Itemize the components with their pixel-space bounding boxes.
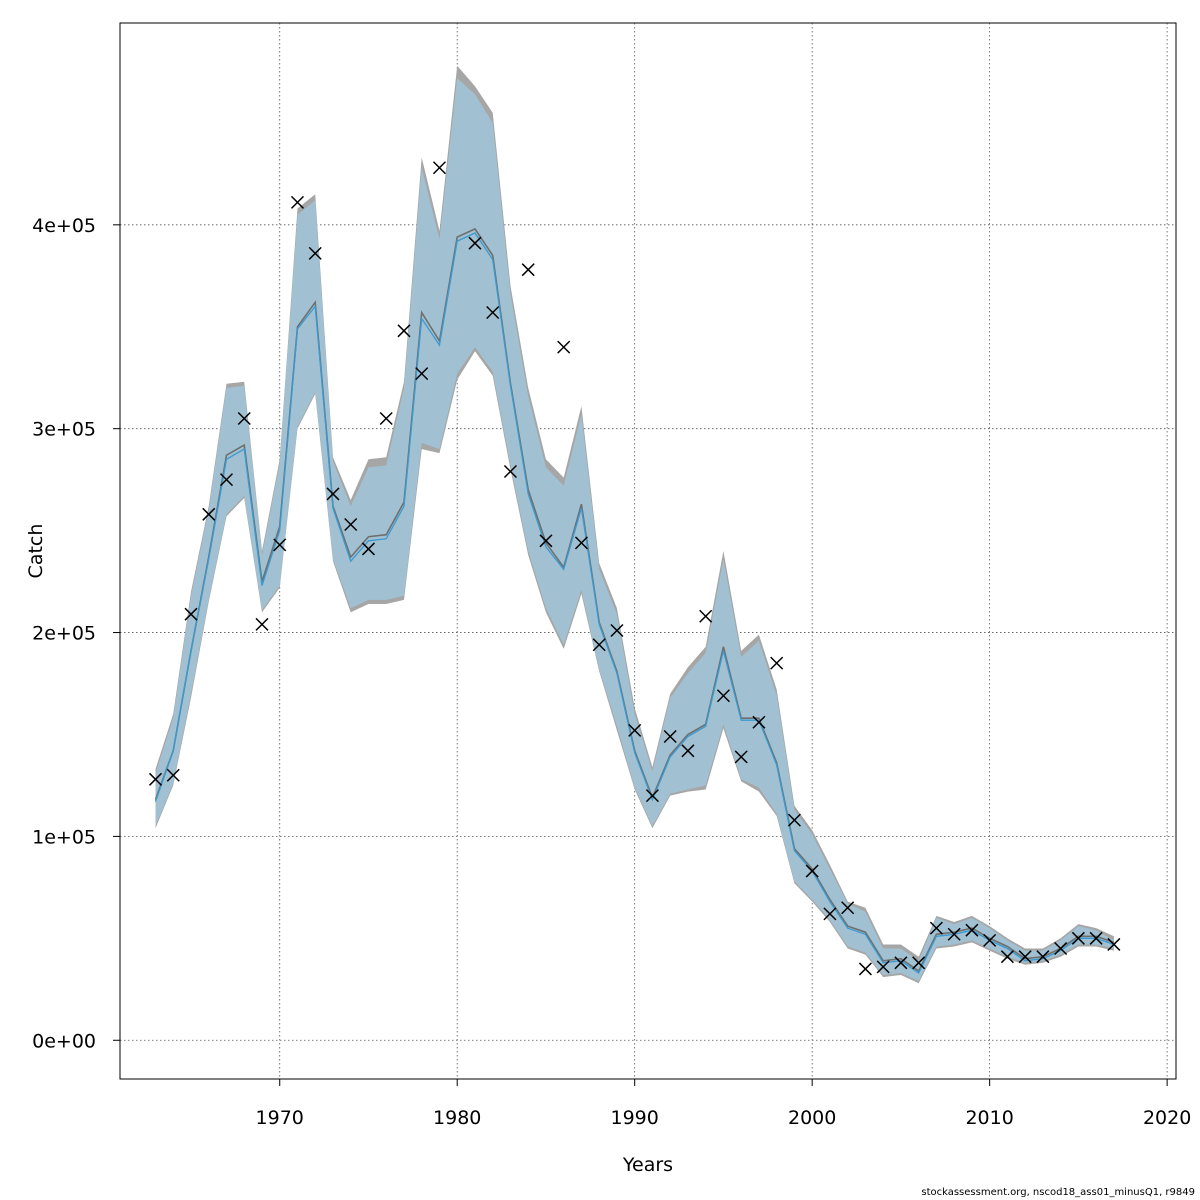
x-axis-title: Years — [622, 1154, 673, 1176]
observed-point — [219, 473, 234, 487]
y-tick-label: 2e+05 — [32, 623, 96, 645]
observed-point — [770, 656, 784, 670]
observed-point — [1089, 931, 1103, 945]
observed-point — [734, 750, 748, 764]
observed-point — [805, 864, 819, 878]
observed-point — [432, 161, 446, 175]
observed-point — [1054, 941, 1068, 956]
observed-point — [184, 607, 198, 621]
x-axis: 1970 1980 1990 2000 2010 2020 — [256, 1078, 1191, 1129]
observed-point — [699, 609, 713, 623]
observed-point — [663, 729, 677, 744]
observed-point — [1071, 931, 1085, 945]
observed-point — [628, 723, 642, 737]
observed-point — [237, 411, 251, 426]
x-tick-label: 2000 — [788, 1107, 836, 1129]
observed-point — [965, 923, 979, 937]
observed-point — [983, 933, 997, 947]
observed-point — [290, 195, 305, 209]
x-tick-label: 1990 — [611, 1107, 659, 1129]
observed-point — [823, 907, 837, 921]
observed-point — [1018, 950, 1032, 964]
observed-points — [148, 161, 1121, 976]
observed-point — [415, 367, 429, 381]
y-axis-title: Catch — [25, 524, 47, 579]
observed-point — [308, 246, 322, 260]
observed-point — [645, 789, 659, 803]
confidence-bands — [155, 65, 1114, 984]
observed-point — [326, 487, 340, 501]
observed-point — [255, 617, 269, 631]
observed-point — [397, 324, 411, 338]
y-tick-label: 4e+05 — [32, 215, 96, 237]
observed-point — [752, 715, 766, 729]
x-tick-label: 1980 — [433, 1107, 481, 1129]
y-axis: 0e+00 1e+05 2e+05 3e+05 4e+05 — [32, 215, 121, 1052]
observed-point — [681, 744, 695, 758]
observed-point — [1036, 950, 1050, 964]
observed-point — [148, 772, 163, 786]
observed-point — [894, 956, 908, 970]
observed-point — [787, 813, 801, 827]
observed-point — [574, 536, 588, 550]
x-tick-label: 2020 — [1143, 1107, 1191, 1129]
y-tick-label: 0e+00 — [32, 1030, 96, 1052]
observed-point — [912, 956, 926, 970]
observed-point — [486, 305, 500, 320]
observed-point — [592, 638, 606, 652]
observed-point — [273, 538, 287, 552]
y-tick-label: 1e+05 — [32, 826, 96, 848]
observed-point — [929, 921, 943, 935]
confidence-band-blue — [155, 78, 1114, 982]
observed-point — [947, 927, 961, 941]
source-footer: stockassessment.org, nscod18_ass01_minus… — [921, 1187, 1195, 1198]
observed-point — [539, 534, 553, 548]
observed-point — [841, 901, 855, 915]
y-tick-label: 3e+05 — [32, 419, 96, 441]
observed-point — [344, 517, 358, 532]
observed-point — [716, 689, 730, 703]
observed-point — [468, 236, 482, 250]
observed-point — [1107, 937, 1121, 951]
observed-point — [521, 263, 535, 277]
observed-point — [876, 960, 890, 974]
observed-point — [610, 623, 624, 638]
x-tick-label: 2010 — [965, 1107, 1013, 1129]
observed-point — [557, 340, 571, 354]
observed-point — [202, 507, 216, 521]
x-tick-label: 1970 — [256, 1107, 304, 1129]
observed-point — [503, 464, 517, 479]
observed-point — [858, 962, 872, 976]
observed-point — [166, 768, 180, 782]
observed-point — [379, 411, 393, 426]
observed-point — [1000, 950, 1014, 964]
observed-point — [361, 542, 376, 556]
